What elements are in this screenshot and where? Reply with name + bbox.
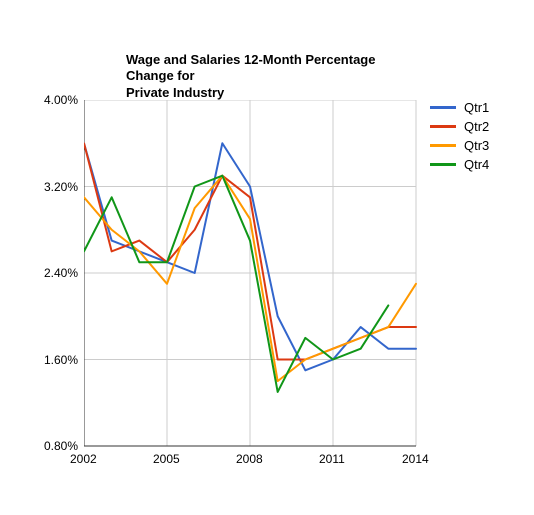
y-tick-label: 4.00%	[36, 93, 78, 107]
legend-label: Qtr3	[464, 138, 489, 153]
chart-container: { "chart": { "type": "line", "title": "W…	[0, 0, 534, 515]
y-tick-label: 3.20%	[36, 180, 78, 194]
chart-title: Wage and Salaries 12-Month Percentage Ch…	[126, 52, 426, 101]
legend: Qtr1 Qtr2 Qtr3 Qtr4	[430, 100, 489, 176]
y-tick-label: 0.80%	[36, 439, 78, 453]
y-tick-label: 2.40%	[36, 266, 78, 280]
legend-label: Qtr1	[464, 100, 489, 115]
x-tick-label: 2008	[236, 452, 263, 466]
legend-swatch	[430, 106, 456, 109]
chart-plot	[84, 100, 417, 447]
legend-item: Qtr2	[430, 119, 489, 134]
legend-item: Qtr4	[430, 157, 489, 172]
legend-item: Qtr3	[430, 138, 489, 153]
legend-label: Qtr4	[464, 157, 489, 172]
x-tick-label: 2005	[153, 452, 180, 466]
legend-swatch	[430, 163, 456, 166]
legend-item: Qtr1	[430, 100, 489, 115]
x-tick-label: 2002	[70, 452, 97, 466]
y-tick-label: 1.60%	[36, 353, 78, 367]
legend-swatch	[430, 144, 456, 147]
legend-label: Qtr2	[464, 119, 489, 134]
x-tick-label: 2011	[319, 452, 345, 466]
legend-swatch	[430, 125, 456, 128]
x-tick-label: 2014	[402, 452, 429, 466]
